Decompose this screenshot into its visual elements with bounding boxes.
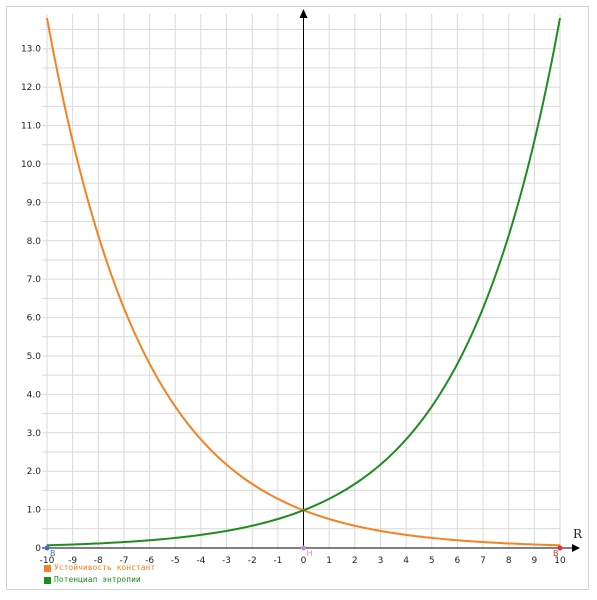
x-tick-label: 2	[352, 556, 358, 566]
x-tick-label: -5	[171, 556, 180, 566]
legend-swatch-0	[44, 564, 51, 572]
axis-point-label-0: B	[50, 549, 56, 558]
legend: Устойчивость констант Потенциал энтропии	[44, 562, 155, 586]
x-tick-label: 7	[480, 556, 486, 566]
y-axis-arrow	[299, 9, 308, 18]
x-tick-label: -3	[222, 556, 231, 566]
x-tick-label: -1	[273, 556, 282, 566]
legend-swatch-1	[44, 576, 51, 584]
axis-point-0	[44, 545, 50, 551]
x-tick-label: 0	[301, 556, 307, 566]
x-tick-label: 3	[378, 556, 384, 566]
x-tick-label: 5	[429, 556, 435, 566]
series-line-1	[46, 17, 561, 547]
axis-point-1	[301, 545, 306, 551]
x-tick-label: -8	[94, 556, 103, 566]
y-tick-label: 2.0	[27, 467, 42, 477]
x-tick-label: -2	[248, 556, 257, 566]
y-tick-label: 6.0	[27, 314, 42, 324]
legend-label-0: Устойчивость констант	[54, 563, 156, 572]
y-tick-label: 3.0	[27, 429, 42, 439]
grid	[42, 14, 561, 548]
y-tick-label: 9.0	[27, 198, 42, 208]
x-tick-label: 10	[554, 556, 566, 566]
x-axis-arrow	[572, 544, 580, 552]
x-tick-label: -9	[68, 556, 77, 566]
x-axis-label: R	[573, 527, 583, 541]
x-tick-label: -4	[196, 556, 205, 566]
x-tick-label: 9	[531, 556, 537, 566]
y-tick-label: 12.0	[21, 83, 41, 93]
x-tick-label: -10	[40, 556, 55, 566]
y-tick-labels: 0 1.0 2.0 3.0 4.0 5.0 6.0 7.0 8.0 9.0 10.0 11.0 12.0…	[21, 45, 41, 554]
axis-point-label-1: H	[307, 549, 313, 558]
legend-label-1: Потенциал энтропии	[54, 575, 141, 584]
axis-point-label-2: B	[553, 549, 559, 558]
y-tick-label: 13.0	[21, 45, 41, 55]
y-tick-label: 7.0	[27, 275, 42, 285]
y-tick-label: 4.0	[27, 390, 42, 400]
axes	[42, 9, 580, 552]
x-tick-label: 4	[403, 556, 409, 566]
x-tick-label: 8	[506, 556, 512, 566]
y-tick-label: 5.0	[27, 352, 42, 362]
y-tick-label: 8.0	[27, 237, 42, 247]
x-tick-label: 6	[455, 556, 461, 566]
y-tick-label: 11.0	[21, 122, 41, 132]
legend-item-1: Потенциал энтропии	[44, 574, 155, 586]
x-tick-label: -6	[145, 556, 154, 566]
axis-point-2	[557, 545, 563, 551]
x-tick-labels: -10 -9 -8 -7 -6 -5 -4 -3 -2 -1 0 1 2 3 4 5 6 7 8 9 10	[40, 556, 566, 566]
series-lines	[46, 17, 561, 547]
y-tick-label: 1.0	[27, 506, 42, 516]
x-tick-label: -7	[119, 556, 128, 566]
x-tick-label: 1	[326, 556, 332, 566]
y-tick-label: 10.0	[21, 160, 41, 170]
y-tick-label: 0	[35, 544, 41, 554]
legend-item-0: Устойчивость констант	[44, 562, 155, 574]
